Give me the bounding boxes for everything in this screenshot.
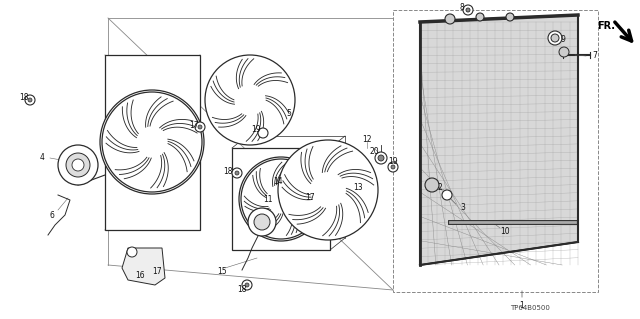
Circle shape — [254, 214, 270, 230]
Text: FR.: FR. — [597, 21, 615, 31]
Text: 19: 19 — [251, 125, 261, 135]
Bar — [105, 55, 200, 230]
Text: 1: 1 — [520, 300, 524, 309]
Circle shape — [198, 125, 202, 129]
Circle shape — [25, 95, 35, 105]
Circle shape — [232, 168, 242, 178]
Text: 5: 5 — [287, 109, 291, 118]
Circle shape — [28, 98, 32, 102]
Circle shape — [312, 174, 344, 206]
Circle shape — [391, 165, 395, 169]
Circle shape — [476, 13, 484, 21]
Circle shape — [58, 145, 98, 185]
Polygon shape — [122, 248, 165, 285]
Text: 20: 20 — [369, 147, 379, 157]
Bar — [393, 10, 598, 292]
Circle shape — [463, 5, 473, 15]
Circle shape — [278, 140, 378, 240]
Text: 4: 4 — [40, 153, 44, 162]
Circle shape — [242, 280, 252, 290]
Text: 6: 6 — [49, 211, 54, 219]
Circle shape — [378, 155, 384, 161]
Text: 17: 17 — [305, 192, 315, 202]
Circle shape — [388, 162, 398, 172]
Circle shape — [466, 8, 470, 12]
Circle shape — [445, 14, 455, 24]
Text: 18: 18 — [237, 286, 247, 294]
Text: 7: 7 — [593, 50, 597, 60]
Circle shape — [138, 128, 166, 156]
Text: 12: 12 — [362, 136, 372, 145]
Text: 15: 15 — [217, 268, 227, 277]
Circle shape — [425, 178, 439, 192]
Text: 9: 9 — [561, 35, 565, 44]
Circle shape — [205, 55, 295, 145]
Circle shape — [375, 152, 387, 164]
Circle shape — [66, 153, 90, 177]
Circle shape — [239, 157, 323, 241]
Text: 18: 18 — [19, 93, 29, 102]
Bar — [232, 148, 330, 250]
Circle shape — [235, 171, 239, 175]
Text: 8: 8 — [460, 4, 465, 12]
Text: 10: 10 — [500, 227, 510, 236]
Polygon shape — [420, 15, 578, 265]
Circle shape — [248, 208, 276, 236]
Circle shape — [268, 186, 294, 212]
Text: 16: 16 — [135, 271, 145, 279]
Text: 11: 11 — [263, 196, 273, 204]
Text: 14: 14 — [273, 177, 283, 187]
Circle shape — [236, 86, 264, 114]
Text: 2: 2 — [438, 183, 442, 192]
Circle shape — [551, 34, 559, 42]
Circle shape — [258, 128, 268, 138]
Circle shape — [100, 90, 204, 194]
Text: 19: 19 — [388, 158, 398, 167]
Circle shape — [195, 122, 205, 132]
Text: TP64B0500: TP64B0500 — [510, 305, 550, 311]
Circle shape — [506, 13, 514, 21]
Circle shape — [72, 159, 84, 171]
Circle shape — [102, 92, 202, 192]
Circle shape — [442, 190, 452, 200]
Text: 18: 18 — [223, 167, 233, 176]
Circle shape — [241, 159, 321, 239]
Text: 13: 13 — [353, 183, 363, 192]
Text: 17: 17 — [152, 268, 162, 277]
Circle shape — [548, 31, 562, 45]
Text: 17: 17 — [189, 122, 199, 130]
Circle shape — [245, 283, 249, 287]
Text: 3: 3 — [461, 204, 465, 212]
Circle shape — [559, 47, 569, 57]
Circle shape — [127, 247, 137, 257]
